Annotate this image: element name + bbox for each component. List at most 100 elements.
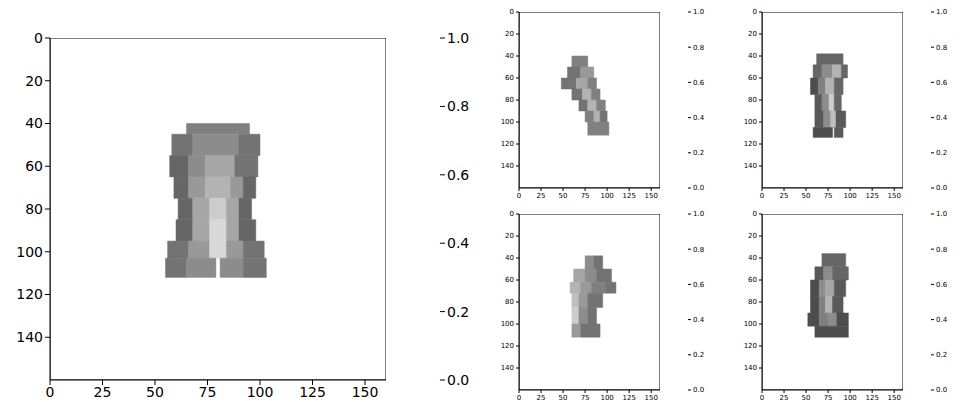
svg-text:80: 80	[505, 96, 514, 104]
svg-text:25: 25	[537, 394, 546, 402]
svg-text:0.2: 0.2	[936, 149, 947, 157]
svg-text:125: 125	[865, 192, 878, 200]
svg-text:0.2: 0.2	[693, 149, 704, 157]
svg-text:140: 140	[501, 364, 514, 372]
svg-text:60: 60	[748, 74, 757, 82]
svg-text:75: 75	[824, 394, 833, 402]
svg-text:125: 125	[865, 394, 878, 402]
svg-text:0: 0	[34, 30, 43, 46]
svg-text:0.4: 0.4	[693, 316, 705, 324]
svg-text:120: 120	[501, 140, 514, 148]
svg-text:60: 60	[505, 74, 514, 82]
svg-text:0.8: 0.8	[936, 44, 947, 52]
svg-text:100: 100	[843, 394, 856, 402]
svg-text:25: 25	[537, 192, 546, 200]
svg-text:0.6: 0.6	[693, 79, 705, 87]
svg-text:0.8: 0.8	[936, 246, 947, 254]
svg-text:120: 120	[16, 286, 43, 302]
svg-text:0: 0	[517, 192, 521, 200]
svg-text:120: 120	[744, 342, 757, 350]
svg-text:40: 40	[505, 52, 514, 60]
svg-text:1.0: 1.0	[693, 210, 704, 218]
svg-text:1.0: 1.0	[936, 8, 947, 16]
svg-text:40: 40	[748, 52, 757, 60]
svg-text:50: 50	[559, 192, 568, 200]
svg-text:0.2: 0.2	[447, 304, 469, 320]
svg-text:100: 100	[744, 118, 757, 126]
svg-text:80: 80	[748, 298, 757, 306]
svg-text:20: 20	[505, 232, 514, 240]
svg-text:0.2: 0.2	[936, 351, 947, 359]
svg-text:0.0: 0.0	[447, 372, 469, 388]
svg-text:0: 0	[517, 394, 521, 402]
svg-text:60: 60	[748, 276, 757, 284]
svg-text:75: 75	[581, 192, 590, 200]
svg-text:20: 20	[505, 30, 514, 38]
svg-text:140: 140	[744, 364, 757, 372]
svg-text:60: 60	[25, 158, 43, 174]
svg-text:0.4: 0.4	[936, 114, 948, 122]
svg-text:100: 100	[600, 192, 613, 200]
svg-text:0.6: 0.6	[447, 167, 469, 183]
svg-text:0.8: 0.8	[693, 44, 704, 52]
svg-text:0.6: 0.6	[936, 281, 948, 289]
svg-text:60: 60	[505, 276, 514, 284]
svg-text:0: 0	[510, 8, 514, 16]
svg-text:75: 75	[581, 394, 590, 402]
svg-text:150: 150	[645, 192, 658, 200]
svg-text:50: 50	[802, 394, 811, 402]
svg-text:125: 125	[622, 192, 635, 200]
svg-text:100: 100	[501, 118, 514, 126]
svg-text:25: 25	[780, 192, 789, 200]
svg-text:20: 20	[25, 73, 43, 89]
svg-text:0.0: 0.0	[693, 184, 704, 192]
svg-text:40: 40	[748, 254, 757, 262]
svg-text:0.0: 0.0	[693, 386, 704, 394]
svg-text:0.4: 0.4	[693, 114, 705, 122]
svg-text:0.8: 0.8	[693, 246, 704, 254]
svg-text:100: 100	[744, 320, 757, 328]
svg-text:80: 80	[25, 201, 43, 217]
svg-text:20: 20	[748, 30, 757, 38]
svg-text:100: 100	[247, 384, 274, 400]
svg-text:50: 50	[559, 394, 568, 402]
svg-text:50: 50	[802, 192, 811, 200]
svg-text:25: 25	[780, 394, 789, 402]
svg-text:80: 80	[748, 96, 757, 104]
svg-text:1.0: 1.0	[693, 8, 704, 16]
svg-text:150: 150	[645, 394, 658, 402]
svg-text:40: 40	[25, 115, 43, 131]
svg-text:25: 25	[94, 384, 112, 400]
svg-text:100: 100	[843, 192, 856, 200]
svg-text:75: 75	[824, 192, 833, 200]
svg-text:140: 140	[16, 329, 43, 345]
svg-text:100: 100	[501, 320, 514, 328]
svg-text:80: 80	[505, 298, 514, 306]
svg-text:50: 50	[146, 384, 164, 400]
svg-text:0.4: 0.4	[936, 316, 948, 324]
svg-text:0: 0	[753, 8, 757, 16]
svg-text:120: 120	[744, 140, 757, 148]
svg-text:0.6: 0.6	[936, 79, 948, 87]
svg-text:125: 125	[622, 394, 635, 402]
svg-text:0: 0	[760, 192, 764, 200]
svg-text:0.4: 0.4	[447, 235, 469, 251]
svg-text:125: 125	[299, 384, 326, 400]
svg-text:0.0: 0.0	[936, 184, 947, 192]
svg-text:0: 0	[46, 384, 55, 400]
svg-text:120: 120	[501, 342, 514, 350]
svg-text:20: 20	[748, 232, 757, 240]
svg-text:0: 0	[510, 210, 514, 218]
svg-text:150: 150	[888, 394, 901, 402]
svg-text:150: 150	[352, 384, 379, 400]
svg-text:75: 75	[199, 384, 217, 400]
svg-text:0: 0	[753, 210, 757, 218]
svg-text:1.0: 1.0	[447, 30, 469, 46]
svg-text:140: 140	[501, 162, 514, 170]
svg-text:0: 0	[760, 394, 764, 402]
svg-text:150: 150	[888, 192, 901, 200]
svg-text:140: 140	[744, 162, 757, 170]
svg-text:0.6: 0.6	[693, 281, 705, 289]
svg-text:40: 40	[505, 254, 514, 262]
svg-text:0.8: 0.8	[447, 98, 469, 114]
